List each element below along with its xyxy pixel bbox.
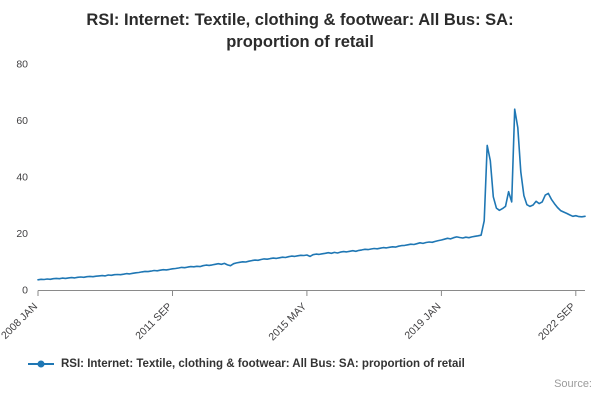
legend-label: RSI: Internet: Textile, clothing & footw… (61, 358, 465, 370)
y-tick-label: 80 (16, 59, 28, 71)
x-tick-label: 2011 SEP (133, 301, 174, 342)
y-tick-label: 0 (22, 285, 28, 297)
x-tick-label: 2008 JAN (0, 301, 40, 342)
plot-area: 0 20 40 60 80 2008 JAN 2011 SEP 2015 MAY 2019 JA… (0, 59, 586, 344)
legend-line-marker-icon (28, 360, 54, 368)
y-tick-label: 20 (16, 228, 28, 240)
y-tick-label: 40 (16, 172, 28, 184)
chart-title: RSI: Internet: Textile, clothing & footw… (86, 11, 514, 51)
x-tick-label: 2015 MAY (266, 301, 309, 344)
x-tick-label: 2019 JAN (402, 301, 443, 342)
legend-item[interactable]: RSI: Internet: Textile, clothing & footw… (28, 358, 465, 370)
source-label: Source: (554, 378, 592, 390)
y-tick-label: 60 (16, 115, 28, 127)
x-tick-label: 2022 SEP (536, 301, 578, 343)
series-line (37, 108, 586, 281)
